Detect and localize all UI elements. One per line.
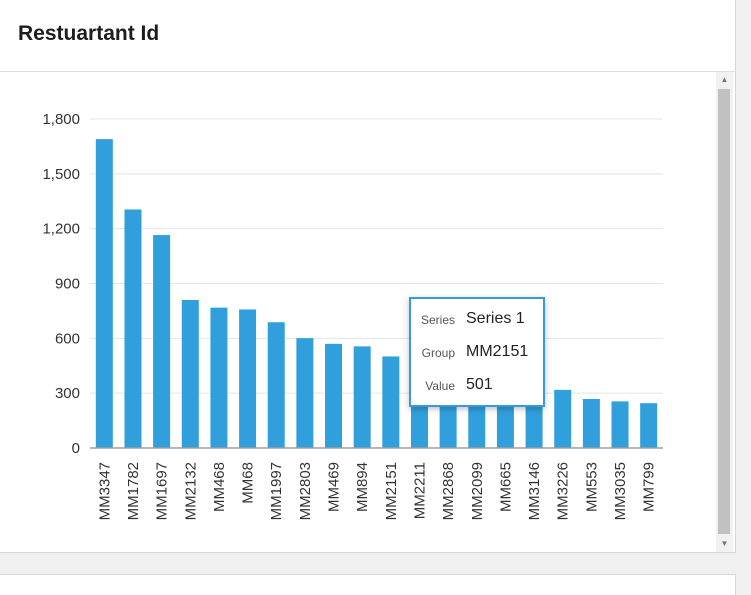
x-tick-label: MM553: [583, 462, 600, 512]
bar-MM2803[interactable]: [296, 338, 314, 448]
bar-MM894[interactable]: [353, 346, 371, 448]
bar-MM3347[interactable]: [95, 139, 113, 448]
x-tick-label: MM2132: [182, 462, 199, 520]
card-header: Restuartant Id: [0, 0, 735, 72]
y-tick-label: 1,800: [42, 111, 80, 128]
tooltip-series-key: Series: [420, 313, 455, 327]
x-tick-label: MM1782: [125, 462, 142, 520]
x-tick-label: MM1997: [268, 462, 285, 520]
bar-MM553[interactable]: [582, 399, 600, 448]
scroll-down-icon[interactable]: ▼: [720, 539, 729, 548]
x-tick-label: MM68: [240, 462, 257, 504]
bar-MM2132[interactable]: [181, 299, 199, 448]
y-tick-label: 600: [55, 330, 80, 347]
chart-tooltip: Series Series 1 Group MM2151 Value 501: [409, 297, 545, 407]
tooltip-value-row: Value 501: [411, 375, 543, 397]
x-tick-label: MM2151: [383, 462, 400, 520]
y-tick-label: 900: [55, 276, 80, 293]
bar-MM1782[interactable]: [124, 209, 142, 448]
x-tick-label: MM3146: [526, 462, 543, 520]
tooltip-group-row: Group MM2151: [411, 342, 543, 364]
tooltip-value-value: 501: [466, 376, 493, 393]
tooltip-group-value: MM2151: [466, 343, 529, 360]
bar-MM1997[interactable]: [267, 322, 285, 448]
x-tick-label: MM2211: [411, 462, 428, 519]
chart-card: Restuartant Id 0 300 600 900 1,200 1,500 1,800…: [0, 0, 736, 553]
x-tick-label: MM665: [497, 462, 514, 512]
x-tick-label: MM2803: [297, 462, 314, 520]
x-tick-label: MM469: [326, 462, 343, 512]
y-tick-label: 0: [72, 440, 80, 457]
bar-MM799[interactable]: [640, 403, 658, 448]
tooltip-group-key: Group: [421, 346, 455, 360]
tooltip-series-row: Series Series 1: [411, 309, 543, 331]
y-tick-label: 1,500: [42, 166, 80, 183]
scroll-thumb[interactable]: [718, 89, 730, 534]
vertical-scrollbar[interactable]: ▲ ▼: [716, 72, 733, 552]
next-card-edge: [0, 574, 736, 595]
bar-chart: 0 300 600 900 1,200 1,500 1,800 MM3347 MM1782 MM1…: [42, 111, 663, 520]
bar-MM468[interactable]: [210, 307, 228, 448]
x-tick-label: MM2099: [469, 462, 486, 520]
bar-MM1697[interactable]: [153, 235, 171, 448]
x-tick-label: MM3035: [612, 462, 629, 520]
tooltip-series-value: Series 1: [466, 310, 525, 327]
bar-MM2151[interactable]: [382, 356, 400, 448]
scroll-up-icon[interactable]: ▲: [720, 75, 729, 84]
card-title: Restuartant Id: [18, 22, 160, 45]
tooltip-value-key: Value: [425, 379, 455, 393]
x-tick-label: MM2868: [440, 462, 457, 520]
bar-MM3226[interactable]: [554, 389, 572, 448]
x-tick-label: MM468: [211, 462, 228, 512]
bar-MM3035[interactable]: [611, 401, 629, 448]
bar-MM68[interactable]: [239, 309, 257, 448]
chart-region: 0 300 600 900 1,200 1,500 1,800 MM3347 MM1782 MM1…: [0, 72, 716, 552]
x-tick-label: MM799: [641, 462, 658, 512]
x-tick-label: MM894: [354, 462, 371, 512]
x-tick-label: MM3226: [555, 462, 572, 520]
x-tick-label: MM3347: [96, 462, 113, 520]
x-tick-label: MM1697: [154, 462, 171, 520]
y-tick-label: 1,200: [42, 221, 80, 238]
bar-MM469[interactable]: [325, 343, 343, 448]
y-tick-label: 300: [55, 385, 80, 402]
